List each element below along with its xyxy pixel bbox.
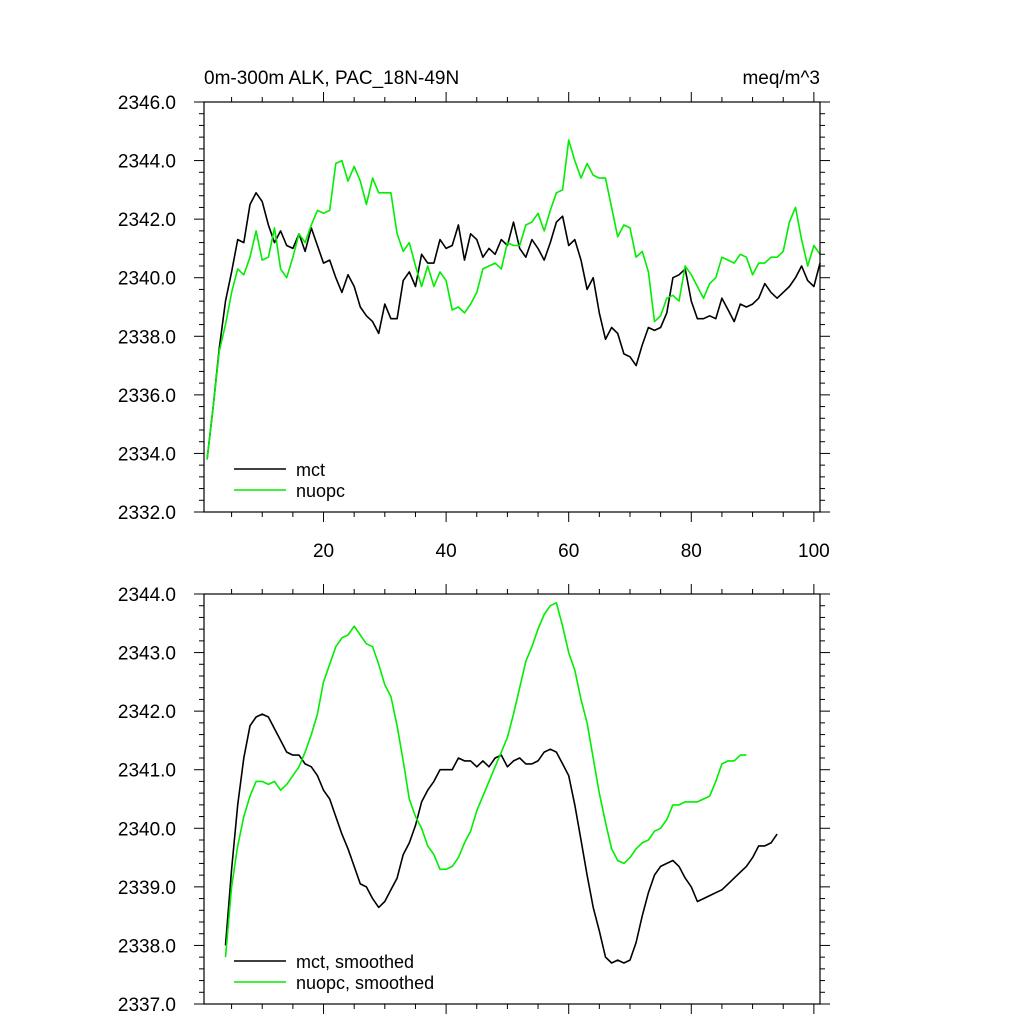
top-panel: 0m-300m ALK, PAC_18N-49N meq/m^3 2346.02…: [118, 68, 830, 562]
y-tick-label: 2346.0: [118, 93, 176, 114]
legend-label-mct: mct: [296, 460, 325, 480]
bottom-panel: 2344.0 2343.0 2342.0 2341.0 2340.0 2339.0 2338…: [118, 584, 830, 1016]
top-chart-units: meq/m^3: [742, 68, 820, 89]
bottom-axis-layer: 2344.0 2343.0 2342.0 2341.0 2340.0 2339.0 2338…: [118, 584, 830, 1016]
y-tick-label: 2342.0: [118, 702, 176, 723]
top-series-layer: [206, 139, 821, 460]
y-tick-label: 2338.0: [118, 936, 176, 957]
plot-frame: [203, 101, 821, 513]
y-tick-label: 2332.0: [118, 503, 176, 524]
series-line-mct: [206, 192, 821, 460]
series-line-nuopc: [206, 139, 821, 460]
y-tick-label: 2340.0: [118, 819, 176, 840]
y-tick-label: 2334.0: [118, 444, 176, 465]
x-tick-label: 40: [436, 541, 457, 562]
x-tick-label: 80: [681, 541, 702, 562]
y-tick-label: 2341.0: [118, 761, 176, 782]
x-tick-label: 100: [798, 541, 830, 562]
legend-label-mct-smoothed: mct, smoothed: [296, 952, 414, 972]
x-tick-label: 20: [313, 541, 334, 562]
y-tick-label: 2342.0: [118, 210, 176, 231]
series-line-mct-smoothed: [224, 713, 778, 964]
series-line-nuopc-smoothed: [224, 601, 747, 958]
y-tick-label: 2338.0: [118, 327, 176, 348]
y-tick-label: 2343.0: [118, 644, 176, 665]
top-legend: mct nuopc: [234, 460, 345, 501]
y-tick-label: 2336.0: [118, 386, 176, 407]
bottom-legend: mct, smoothed nuopc, smoothed: [234, 952, 434, 993]
top-axis-layer: 2346.0 2344.0 2342.0 2340.0 2338.0 2336.0 2334…: [118, 92, 830, 562]
y-tick-label: 2339.0: [118, 878, 176, 899]
plot-frame: [203, 593, 821, 1005]
legend-label-nuopc-smoothed: nuopc, smoothed: [296, 973, 434, 993]
top-chart-title: 0m-300m ALK, PAC_18N-49N: [204, 68, 459, 89]
bottom-series-layer: [224, 601, 778, 964]
y-tick-label: 2344.0: [118, 152, 176, 173]
y-tick-label: 2337.0: [118, 995, 176, 1016]
legend-label-nuopc: nuopc: [296, 481, 345, 501]
x-tick-label: 60: [558, 541, 579, 562]
y-tick-label: 2344.0: [118, 585, 176, 606]
y-tick-label: 2340.0: [118, 269, 176, 290]
